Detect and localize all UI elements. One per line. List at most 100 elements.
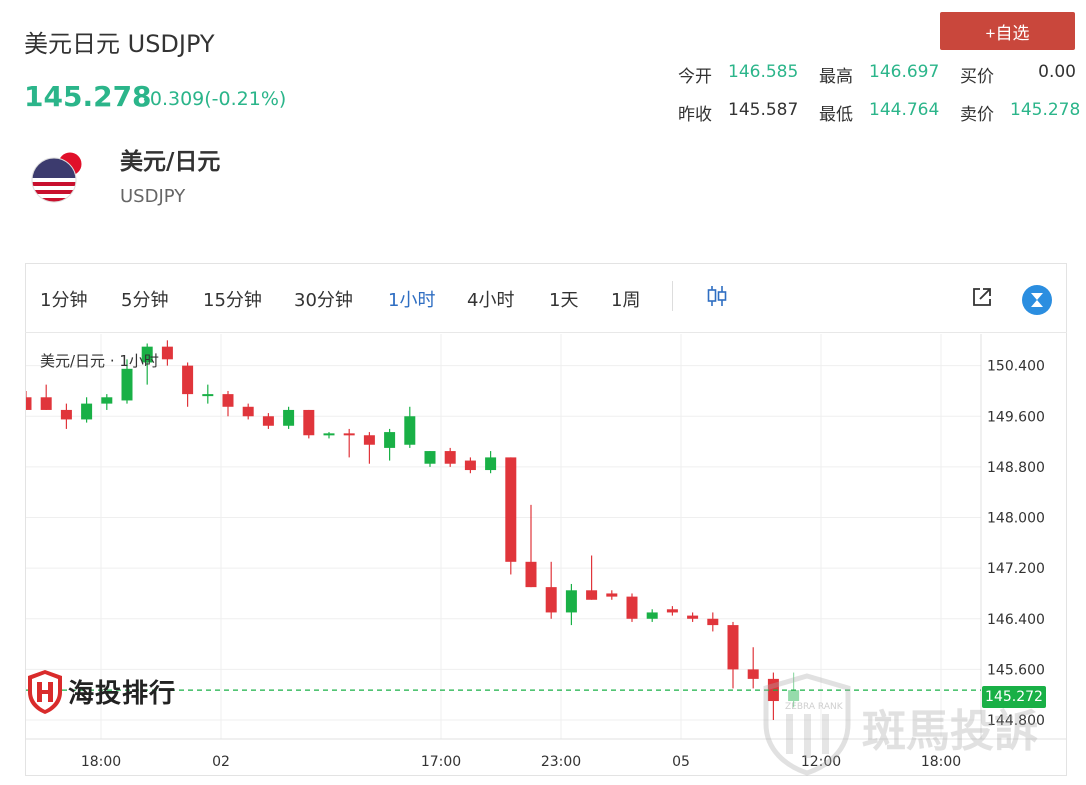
candle[interactable] [81, 397, 93, 423]
quote-label: 买价 [960, 67, 994, 87]
quote-label: 最高 [819, 67, 853, 87]
timeframe-tab[interactable]: 15分钟 [203, 290, 262, 311]
candle[interactable] [545, 561, 557, 619]
candle-body [646, 612, 658, 619]
candle[interactable] [26, 390, 32, 410]
y-tick-label: 148.800 [987, 460, 1045, 476]
us-jp-flag-icon [31, 151, 83, 203]
x-tick-label: 18:00 [921, 754, 961, 770]
candle[interactable] [464, 457, 476, 474]
candle[interactable] [161, 340, 173, 366]
x-tick-label: 02 [212, 754, 230, 770]
candle[interactable] [687, 612, 699, 622]
candle-body [202, 394, 214, 397]
candle-body [81, 403, 93, 420]
page-title: 美元日元 USDJPY [24, 30, 215, 58]
haitou-logo-icon [28, 670, 62, 714]
current-price-tag: 145.272 [982, 686, 1046, 708]
candle[interactable] [485, 451, 497, 474]
watermark-subtext: ZEBRA RANK [785, 702, 843, 712]
timeframe-tab[interactable]: 1小时 [388, 290, 436, 311]
external-link-icon[interactable] [971, 286, 993, 308]
quote-value: 0.00 [1038, 62, 1076, 82]
candlestick-chart[interactable]: 150.400 149.600 148.800 148.000 147.200 146.4… [26, 334, 1066, 775]
timeframe-tab[interactable]: 1周 [611, 290, 641, 311]
tradingview-icon[interactable] [1021, 284, 1053, 316]
candle[interactable] [727, 621, 739, 689]
price-change: -0.309(-0.21%) [143, 88, 287, 110]
x-tick-label: 12:00 [801, 754, 841, 770]
timeframe-tab[interactable]: 4小时 [467, 290, 515, 311]
x-tick-label: 05 [672, 754, 690, 770]
candle-body [182, 365, 194, 395]
candle-body [606, 593, 618, 597]
y-tick-label: 149.600 [987, 409, 1045, 425]
candle[interactable] [283, 406, 295, 429]
candle-body [565, 590, 577, 613]
candle[interactable] [606, 590, 618, 600]
candle-body [283, 409, 295, 426]
candle[interactable] [747, 647, 759, 689]
toolbar-divider [672, 281, 673, 311]
candle[interactable] [565, 583, 577, 626]
candle[interactable] [666, 606, 678, 616]
candle-body [384, 432, 396, 448]
timeframe-tab[interactable]: 1天 [549, 290, 579, 311]
quote-value: 145.587 [728, 100, 799, 120]
candle[interactable] [262, 413, 274, 429]
candle[interactable] [646, 609, 658, 622]
candle-body [262, 416, 274, 426]
candle[interactable] [101, 394, 113, 410]
candle[interactable] [505, 457, 517, 575]
pair-code: USDJPY [120, 186, 186, 207]
candle[interactable] [323, 432, 335, 439]
x-tick-label: 17:00 [421, 754, 461, 770]
candle[interactable] [626, 593, 638, 622]
candle-body [26, 397, 32, 410]
candle[interactable] [222, 390, 234, 417]
candle[interactable] [242, 403, 254, 420]
candle[interactable] [586, 555, 598, 600]
candle-body [121, 368, 133, 401]
add-watchlist-button[interactable]: +自选 [940, 12, 1075, 50]
candle-body [586, 590, 598, 600]
candle-body [161, 346, 173, 360]
y-tick-label: 150.400 [987, 359, 1045, 375]
candle[interactable] [707, 612, 719, 632]
candle[interactable] [303, 409, 315, 439]
current-price: 145.278 [24, 80, 152, 113]
candle[interactable] [141, 343, 153, 385]
y-tick-label: 146.400 [987, 612, 1045, 628]
candle-body [141, 346, 153, 363]
candle-body [303, 409, 315, 436]
candle[interactable] [404, 406, 416, 448]
candle[interactable] [444, 447, 456, 467]
candle[interactable] [384, 428, 396, 461]
candle[interactable] [202, 384, 214, 404]
y-tick-label: 145.600 [987, 662, 1045, 678]
candle[interactable] [40, 384, 52, 410]
candle-body [444, 451, 456, 464]
y-tick-label: 144.800 [987, 713, 1045, 729]
candle-body [626, 596, 638, 619]
quote-label: 最低 [819, 105, 853, 125]
candle[interactable] [182, 362, 194, 407]
chart-title: 美元/日元 · 1小时 [40, 352, 159, 370]
zebra-watermark-icon [763, 673, 851, 776]
candle[interactable] [121, 359, 133, 404]
candle-body [464, 460, 476, 471]
candle-body [727, 625, 739, 670]
candle[interactable] [60, 403, 72, 429]
candle-body [707, 618, 719, 626]
candle[interactable] [343, 428, 355, 458]
candle-body [101, 397, 113, 404]
candle[interactable] [424, 451, 436, 467]
logo-text: 海投排行 [68, 679, 177, 709]
candle[interactable] [363, 432, 375, 464]
timeframe-tab[interactable]: 5分钟 [121, 290, 169, 311]
timeframe-tab[interactable]: 1分钟 [40, 290, 88, 311]
timeframe-tab[interactable]: 30分钟 [294, 290, 353, 311]
candle-body [788, 690, 800, 702]
candle[interactable] [525, 504, 537, 588]
candlestick-icon[interactable] [705, 284, 729, 308]
